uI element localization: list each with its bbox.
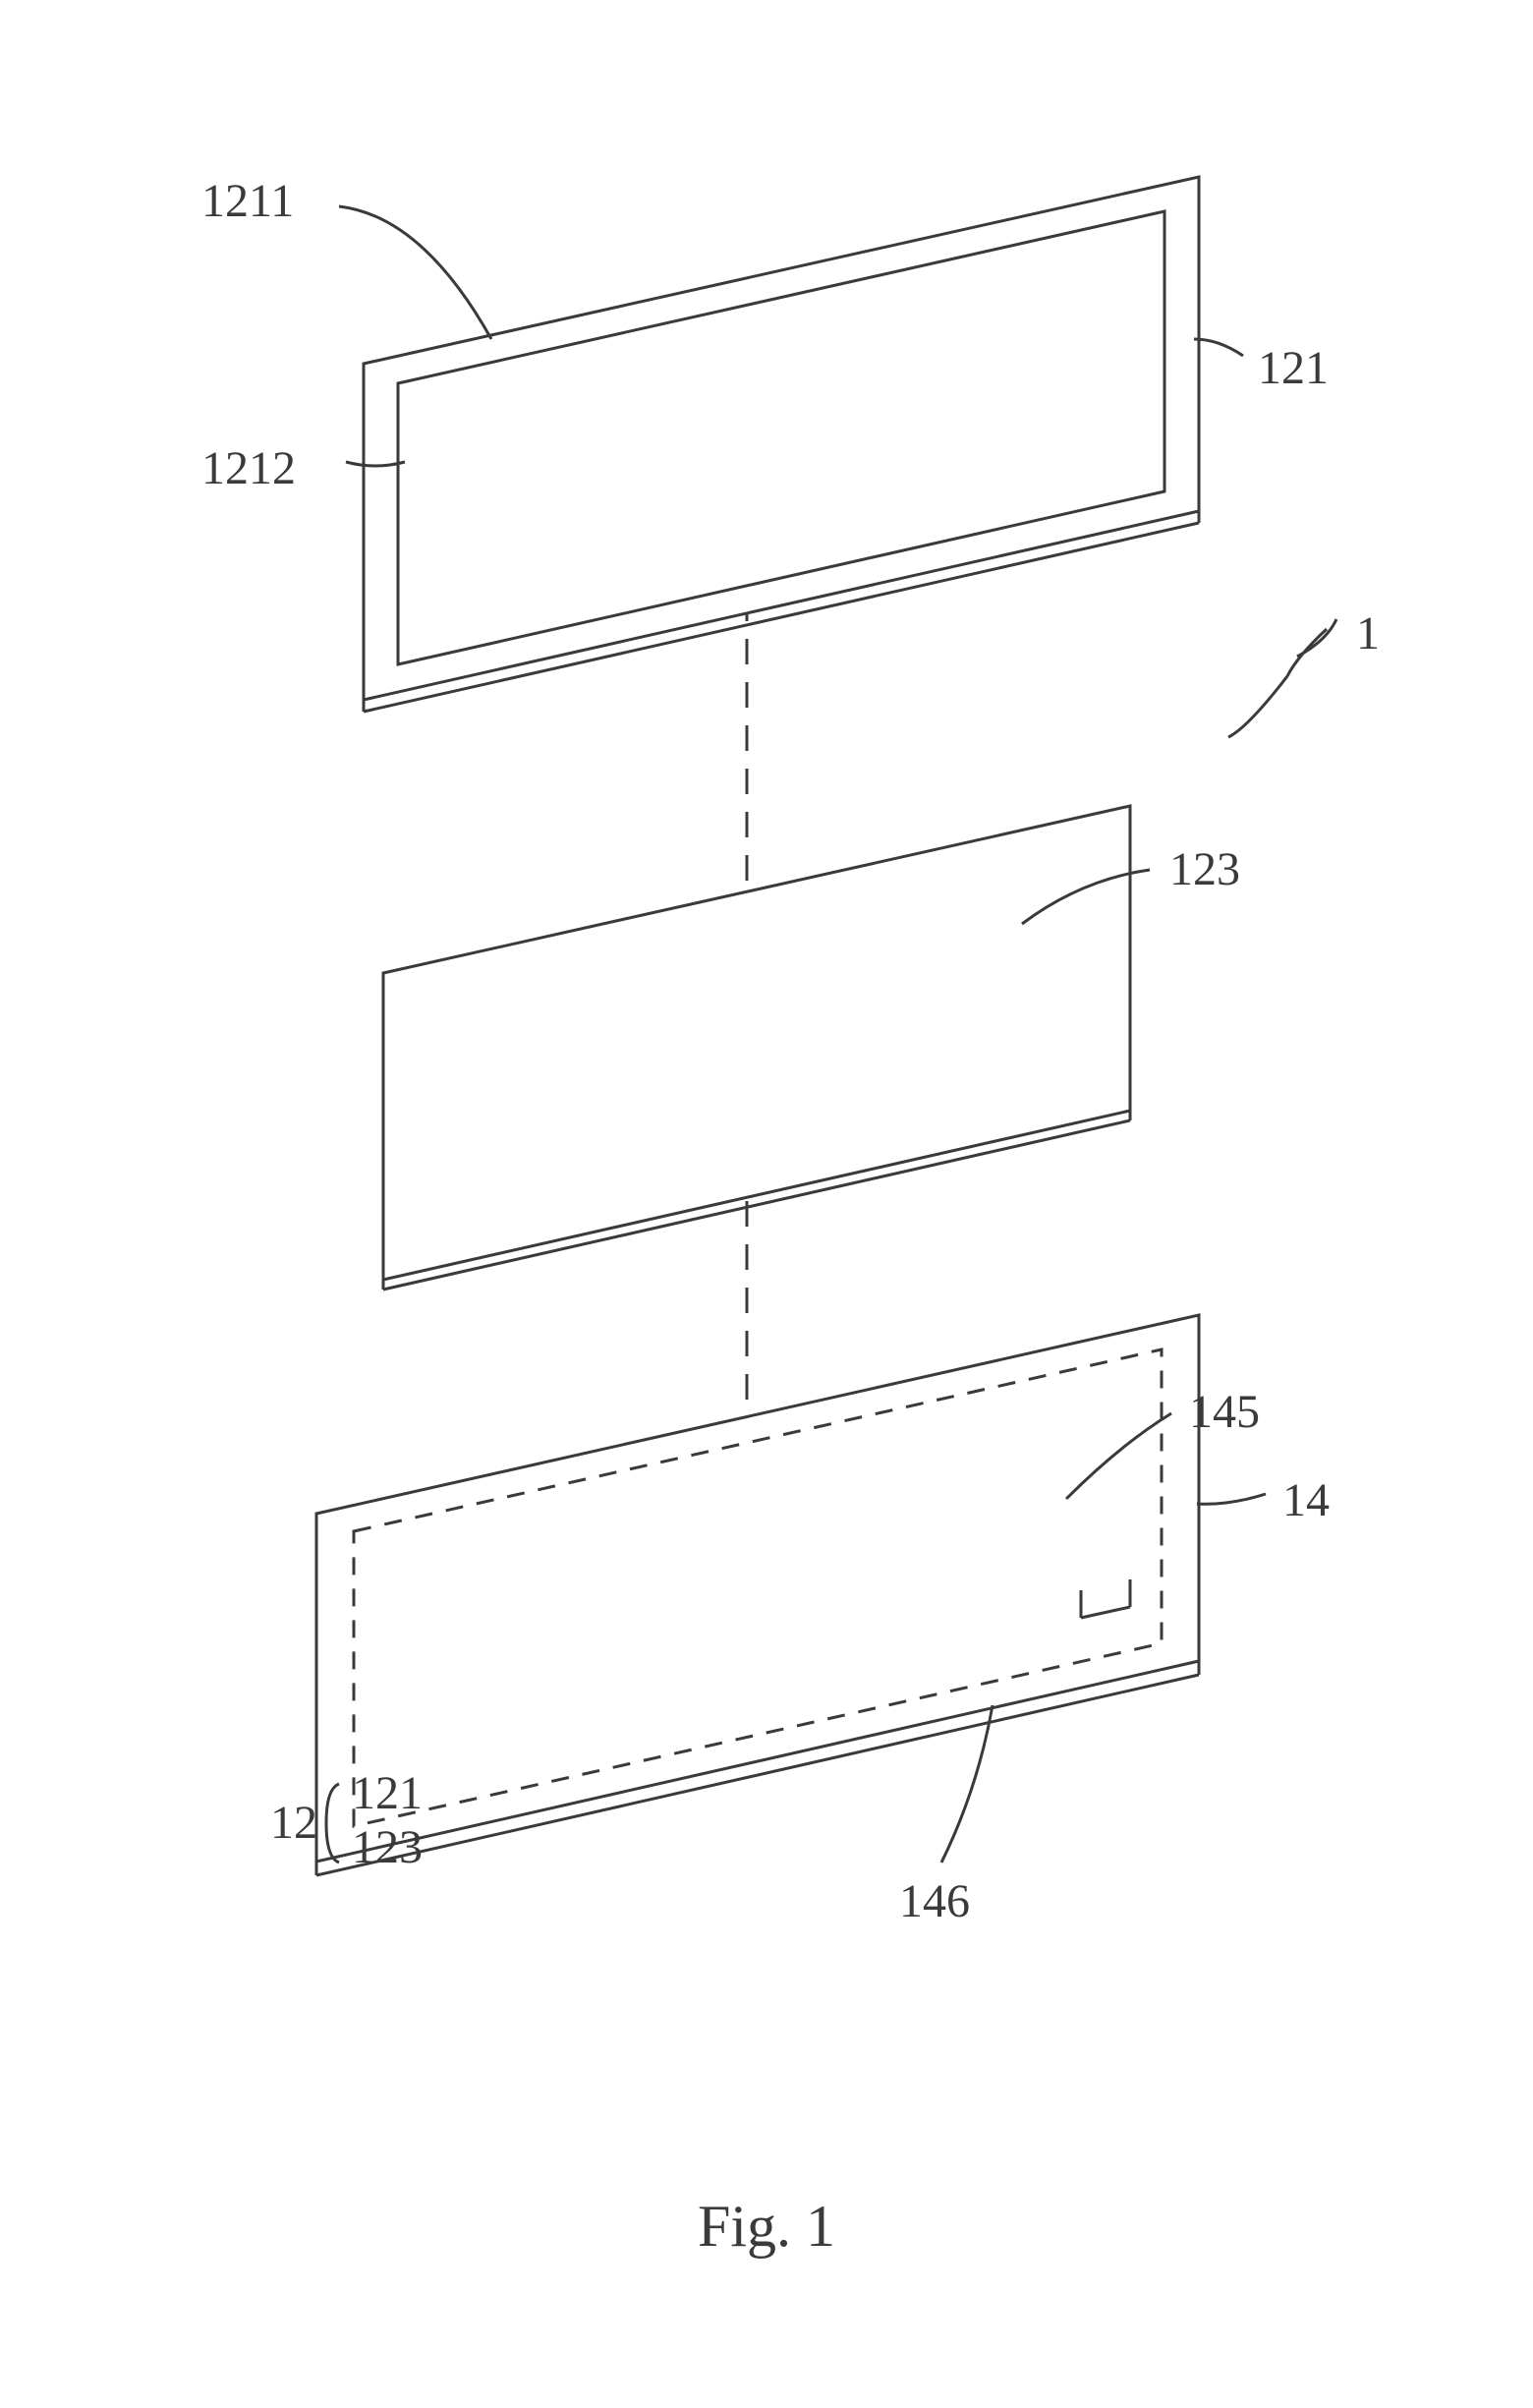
- bottom-outer: [316, 1315, 1199, 1862]
- label-14: 14: [1282, 1474, 1330, 1526]
- figure-caption: Fig. 1: [698, 2194, 835, 2259]
- label-1212: 1212: [201, 442, 296, 494]
- leader-1: [1228, 619, 1336, 737]
- label-12-121: 121: [352, 1767, 423, 1819]
- middle-face: [383, 806, 1130, 1280]
- label-1: 1: [1356, 607, 1380, 659]
- label-121: 121: [1258, 342, 1329, 394]
- label-1211: 1211: [201, 175, 294, 227]
- bottom-layer: [316, 1315, 1199, 1875]
- label-146: 146: [899, 1875, 970, 1927]
- leader-1211: [339, 206, 491, 339]
- leader-14: [1197, 1494, 1266, 1504]
- label-12: 12: [270, 1797, 317, 1849]
- top-layer: [364, 177, 1199, 712]
- leader-121: [1194, 339, 1243, 356]
- label-123: 123: [1169, 843, 1240, 895]
- label-145: 145: [1189, 1386, 1260, 1438]
- label-12-123: 123: [352, 1821, 423, 1873]
- middle-layer: [383, 806, 1130, 1290]
